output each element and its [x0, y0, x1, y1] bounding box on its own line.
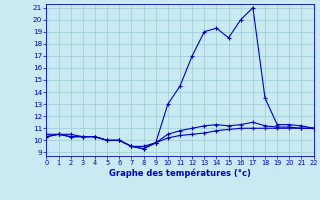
X-axis label: Graphe des températures (°c): Graphe des températures (°c): [109, 169, 251, 178]
